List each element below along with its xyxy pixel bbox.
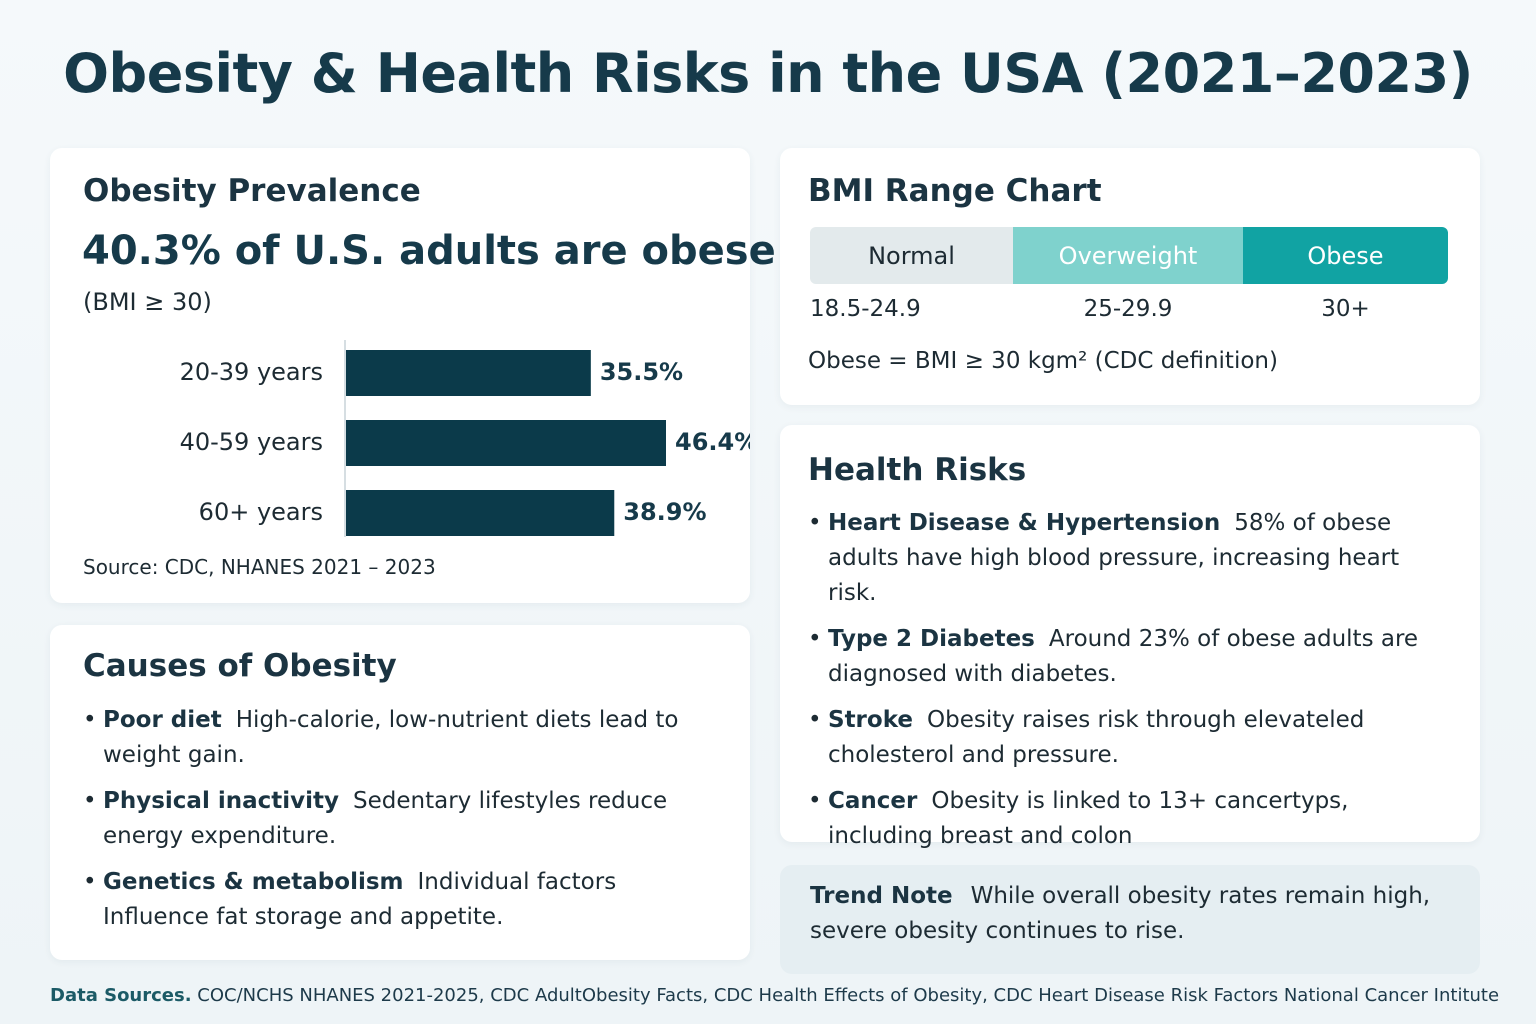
footer-text: COC/NCHS NHANES 2021-2025, CDC AdultObes…	[197, 985, 1500, 1006]
category-label: 40-59 years	[180, 428, 323, 456]
item-term: Poor diet	[103, 707, 222, 733]
bar	[346, 490, 615, 536]
value-label: 35.5%	[600, 358, 683, 386]
value-label: 38.9%	[623, 498, 706, 526]
bar	[346, 420, 666, 466]
bmi-range: 25-29.9	[1083, 296, 1173, 322]
bar-chart: 20-39 years 35.5% 40-59 years 46.4% 60+ year…	[180, 340, 750, 537]
card-heading: BMI Range Chart	[808, 173, 1102, 209]
value-label: 46.4%	[675, 428, 750, 456]
bmi-segment: Normal	[810, 227, 1013, 284]
page-title: Obesity & Health Risks in the USA (2021–…	[63, 42, 1473, 105]
item-term: Genetics & metabolism	[103, 869, 404, 895]
item-text: Obesity raises risk through elevateled c…	[828, 707, 1365, 768]
trend-term: Trend Note	[810, 883, 953, 909]
item-text: High-calorie, low-nutrient diets lead to…	[103, 707, 679, 768]
category-label: 20-39 years	[180, 358, 323, 386]
item-term: Physical inactivity	[103, 788, 339, 814]
bmi-segment: Overweight	[1013, 227, 1243, 284]
bar	[346, 350, 591, 396]
category-label: 60+ years	[199, 498, 323, 526]
bmi-definition: Obese = BMI ≥ 30 kgm² (CDC definition)	[808, 348, 1278, 374]
item-text: Individual factors Influence fat storage…	[103, 869, 617, 930]
item-text: 58% of obese adults have high blood pres…	[828, 510, 1400, 606]
bmi-range: 18.5-24.9	[810, 296, 921, 322]
note: (BMI ≥ 30)	[83, 288, 212, 316]
card-heading: Causes of Obesity	[83, 648, 397, 684]
source: Source: CDC, NHANES 2021 – 2023	[83, 555, 436, 579]
trend-note: Trend Note While overall obesity rates re…	[780, 865, 1480, 974]
footer: Data Sources. COC/NCHS NHANES 2021-2025,…	[50, 985, 1499, 1006]
footer-term: Data Sources.	[50, 985, 192, 1006]
item-term: Stroke	[828, 707, 913, 733]
item-term: Type 2 Diabetes	[828, 626, 1035, 652]
bmi-ranges: 18.5-24.9 25-29.9 30+	[810, 296, 1448, 328]
item-text: Around 23% of obese adults are diagnosed…	[828, 626, 1419, 687]
card-heading: Obesity Prevalence	[83, 173, 421, 209]
headline: 40.3% of U.S. adults are obese	[82, 228, 776, 274]
card-heading: Health Risks	[808, 452, 1027, 488]
item-term: Heart Disease & Hypertension	[828, 510, 1221, 536]
trend-text: While overall obesity rates remain high,…	[810, 883, 1431, 944]
bmi-bar: Normal Overweight Obese	[810, 227, 1448, 284]
item-term: Cancer	[828, 788, 918, 814]
bmi-segment: Obese	[1243, 227, 1448, 284]
item-text: Sedentary lifestyles reduce energy expen…	[103, 788, 668, 849]
bmi-range: 30+	[1321, 296, 1370, 322]
item-text: Obesity is linked to 13+ cancertyps, inc…	[828, 788, 1349, 849]
